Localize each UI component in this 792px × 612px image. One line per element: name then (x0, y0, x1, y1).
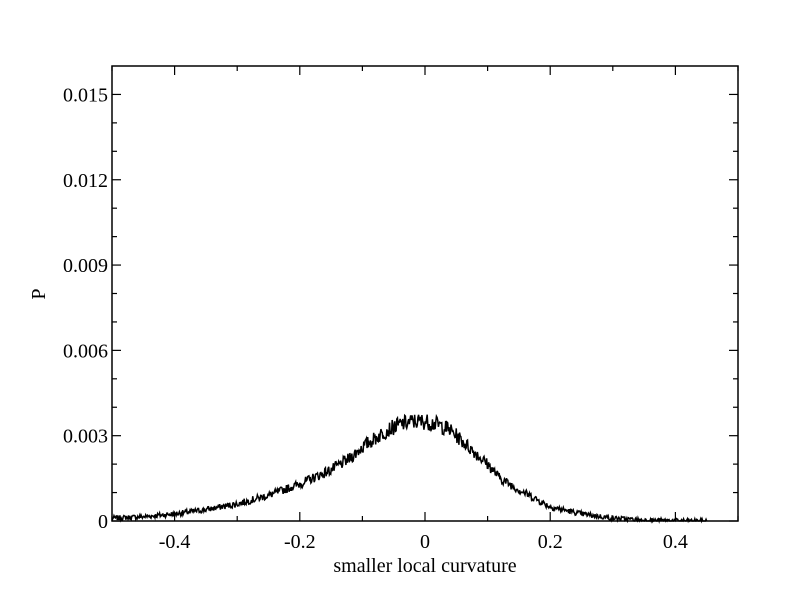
y-tick-label: 0.009 (63, 255, 108, 277)
x-tick-label: 0.4 (663, 531, 688, 553)
y-tick-label: 0.015 (63, 84, 108, 106)
x-axis-title: smaller local curvature (333, 555, 516, 577)
series-line (111, 413, 708, 524)
y-tick-label: 0.003 (63, 426, 108, 448)
y-tick-label: 0.012 (63, 170, 108, 192)
x-tick-label: 0.2 (538, 531, 563, 553)
ticks (111, 66, 739, 522)
plot-frame (111, 65, 739, 522)
y-axis-title: P (28, 288, 50, 299)
tick-labels: -0.4 -0.2 0 0.2 0.4 0 0.003 0.006 0.009 0.012 0.01… (63, 84, 688, 553)
x-tick-label: 0 (420, 531, 430, 553)
x-tick-label: -0.4 (159, 531, 191, 553)
y-tick-label: 0.006 (63, 340, 108, 362)
y-tick-label: 0 (98, 511, 108, 533)
x-tick-label: -0.2 (284, 531, 316, 553)
